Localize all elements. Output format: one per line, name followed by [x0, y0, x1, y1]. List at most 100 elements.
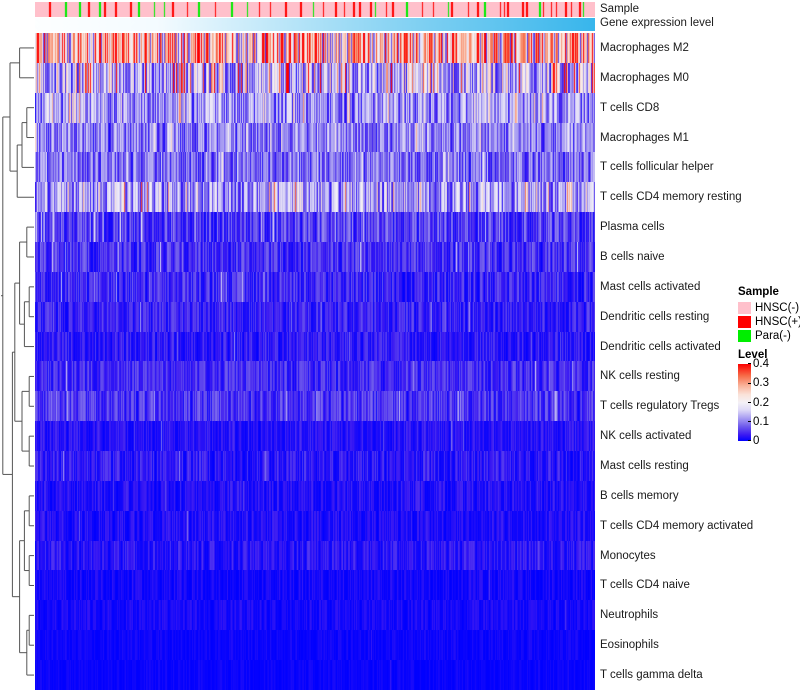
- heatmap-row: [35, 510, 595, 541]
- heatmap-row-cells: [35, 242, 595, 272]
- heatmap-body: [35, 33, 595, 690]
- heatmap-row-cells: [35, 152, 595, 183]
- heatmap-row-cells: [35, 451, 595, 481]
- heatmap-row-label: T cells gamma delta: [600, 669, 703, 682]
- level-tick: 0: [748, 435, 760, 447]
- heatmap-row: [35, 540, 595, 571]
- heatmap-row-cells: [35, 271, 595, 302]
- heatmap-row-cells: [35, 391, 595, 422]
- sample-legend-item[interactable]: Para(-): [738, 329, 800, 342]
- heatmap-row-labels: Macrophages M2 Macrophages M0 T cells CD8 M…: [600, 33, 800, 690]
- heatmap-row-cells: [35, 421, 595, 452]
- heatmap-row-cells: [35, 212, 595, 243]
- heatmap-row-label: T cells CD4 memory resting: [600, 191, 742, 204]
- level-tick-dash: [748, 382, 751, 384]
- heatmap-row-label: B cells memory: [600, 489, 679, 502]
- sample-legend-swatch: [738, 301, 751, 314]
- heatmap-row-label: T cells regulatory Tregs: [600, 400, 720, 413]
- level-gradient-bar: [738, 364, 751, 441]
- heatmap-row-cells: [35, 92, 595, 123]
- heatmap-row-cells: [35, 331, 595, 362]
- sample-legend-label: HNSC(+): [755, 315, 800, 328]
- level-tick: 0.2: [748, 396, 769, 409]
- heatmap-row: [35, 361, 595, 392]
- heatmap-row-cells: [35, 510, 595, 541]
- heatmap-row: [35, 152, 595, 183]
- heatmap-row: [35, 92, 595, 123]
- heatmap-row-label: T cells follicular helper: [600, 161, 714, 174]
- level-tick-label: 0.2: [753, 396, 769, 409]
- heatmap-row-cells: [35, 301, 595, 332]
- heatmap-row-cells: [35, 570, 595, 601]
- sample-legend-item[interactable]: HNSC(+): [738, 315, 800, 328]
- level-legend-title: Level: [738, 349, 768, 361]
- heatmap-row: [35, 62, 595, 93]
- level-tick-dash: [748, 401, 751, 403]
- heatmap-row-label: B cells naive: [600, 250, 665, 263]
- level-tick-labels: 0.4 0.3 0.2 0.1 0: [748, 358, 798, 447]
- heatmap-row-label: Plasma cells: [600, 221, 665, 234]
- heatmap-row: [35, 301, 595, 332]
- level-tick-label: 0.4: [753, 358, 769, 370]
- heatmap-row-label: Eosinophils: [600, 639, 659, 652]
- sample-legend-swatch: [738, 329, 751, 342]
- heatmap-row-cells: [35, 540, 595, 571]
- heatmap-row: [35, 331, 595, 362]
- heatmap-row-label: Macrophages M0: [600, 71, 689, 84]
- sample-annotation-bar: [35, 2, 595, 17]
- level-tick-dash: [748, 363, 751, 365]
- heatmap-row-cells: [35, 630, 595, 661]
- heatmap-row: [35, 480, 595, 511]
- heatmap-row-label: Dendritic cells resting: [600, 310, 710, 323]
- level-tick-label: 0.1: [753, 415, 769, 428]
- sample-annotation-label: Sample: [600, 3, 639, 15]
- heatmap-row-label: T cells CD8: [600, 101, 660, 114]
- level-legend: Level 0.4 0.3 0.2 0.1 0: [738, 349, 800, 447]
- heatmap-row-cells: [35, 33, 595, 63]
- level-tick-label: 0.3: [753, 377, 769, 390]
- level-tick-label: 0: [753, 435, 760, 447]
- heatmap-row-label: NK cells resting: [600, 370, 680, 383]
- level-tick-dash: [748, 421, 751, 423]
- heatmap-row: [35, 212, 595, 243]
- gene-expression-annotation-label: Gene expression level: [600, 17, 714, 29]
- legend-panel: Sample HNSC(-) HNSC(+) Para(-) Level 0.4 0.…: [738, 286, 800, 447]
- heatmap-row: [35, 421, 595, 452]
- heatmap-row-label: Monocytes: [600, 549, 656, 562]
- heatmap-row: [35, 122, 595, 153]
- sample-legend-item[interactable]: HNSC(-): [738, 301, 800, 314]
- sample-legend-title: Sample: [738, 286, 779, 298]
- heatmap-row-label: T cells CD4 memory activated: [600, 519, 754, 532]
- heatmap-row: [35, 242, 595, 272]
- sample-legend-label: Para(-): [755, 329, 791, 342]
- row-dendrogram: [0, 33, 35, 690]
- heatmap-row: [35, 570, 595, 601]
- heatmap-row-label: Mast cells activated: [600, 280, 701, 293]
- heatmap-row-label: Mast cells resting: [600, 460, 689, 473]
- heatmap-row-cells: [35, 660, 595, 690]
- sample-legend: Sample HNSC(-) HNSC(+) Para(-): [738, 286, 800, 342]
- level-tick: 0.4: [748, 358, 769, 370]
- heatmap-row-cells: [35, 122, 595, 153]
- heatmap-row-cells: [35, 600, 595, 631]
- heatmap-row-label: Macrophages M1: [600, 131, 689, 144]
- level-tick-dash: [748, 440, 751, 442]
- sample-legend-swatch: [738, 315, 751, 328]
- heatmap-row-label: T cells CD4 naive: [600, 579, 690, 592]
- sample-legend-label: HNSC(-): [755, 301, 800, 314]
- gene-expression-annotation-bar: [35, 18, 595, 31]
- heatmap-row-label: Dendritic cells activated: [600, 340, 721, 353]
- heatmap-row: [35, 451, 595, 481]
- heatmap-row-cells: [35, 480, 595, 511]
- heatmap-row-cells: [35, 182, 595, 213]
- heatmap-row: [35, 271, 595, 302]
- level-tick: 0.1: [748, 415, 769, 428]
- heatmap-row: [35, 600, 595, 631]
- heatmap-row: [35, 182, 595, 213]
- level-tick: 0.3: [748, 377, 769, 390]
- heatmap-row: [35, 33, 595, 63]
- heatmap-row: [35, 630, 595, 661]
- heatmap-row-label: Macrophages M2: [600, 41, 689, 54]
- heatmap-row-label: Neutrophils: [600, 609, 659, 622]
